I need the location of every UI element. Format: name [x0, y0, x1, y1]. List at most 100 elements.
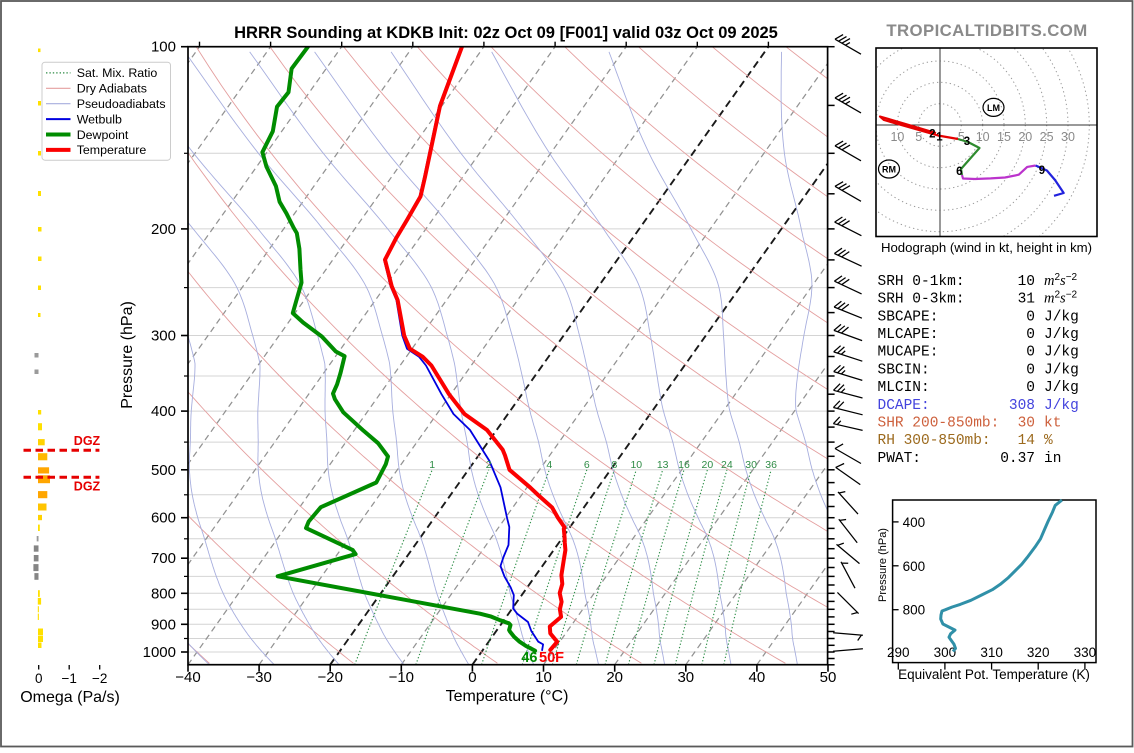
svg-text:1000: 1000: [143, 644, 176, 661]
svg-text:2: 2: [929, 129, 935, 141]
svg-text:TROPICALTIDBITS.COM: TROPICALTIDBITS.COM: [886, 21, 1087, 40]
svg-text:5: 5: [958, 130, 965, 144]
svg-text:25: 25: [1040, 130, 1054, 144]
svg-text:1: 1: [936, 132, 943, 144]
svg-text:16: 16: [678, 459, 690, 471]
svg-text:Wetbulb: Wetbulb: [77, 112, 122, 126]
svg-text:MLCIN:: MLCIN:: [878, 380, 930, 396]
svg-text:RH 300-850mb:: RH 300-850mb:: [878, 433, 991, 449]
svg-text:%: %: [1044, 433, 1053, 449]
svg-text:10: 10: [630, 459, 642, 471]
svg-text:J/kg: J/kg: [1044, 380, 1079, 396]
svg-text:800: 800: [151, 585, 176, 602]
svg-text:30: 30: [677, 669, 694, 686]
svg-text:900: 900: [151, 616, 176, 633]
svg-text:m2s−2: m2s−2: [1044, 272, 1078, 289]
svg-text:0: 0: [1026, 345, 1035, 361]
svg-text:SBCIN:: SBCIN:: [878, 362, 930, 378]
svg-text:HRRR Sounding at KDKB Init: 02: HRRR Sounding at KDKB Init: 02z Oct 09 […: [234, 24, 778, 42]
svg-text:3: 3: [964, 136, 970, 148]
svg-text:30: 30: [745, 459, 757, 471]
svg-text:−40: −40: [175, 669, 200, 686]
svg-text:0: 0: [1026, 327, 1035, 343]
svg-text:m2s−2: m2s−2: [1044, 290, 1078, 307]
svg-text:600: 600: [151, 510, 176, 527]
svg-text:0: 0: [35, 671, 43, 686]
svg-text:330: 330: [1074, 645, 1097, 660]
svg-text:−10: −10: [389, 669, 414, 686]
svg-text:Temperature (°C): Temperature (°C): [446, 688, 569, 705]
svg-text:MLCAPE:: MLCAPE:: [878, 327, 939, 343]
svg-text:30: 30: [1061, 130, 1075, 144]
svg-text:20: 20: [1018, 130, 1032, 144]
svg-text:J/kg: J/kg: [1044, 398, 1079, 414]
svg-text:SRH 0-1km:: SRH 0-1km:: [878, 274, 965, 290]
svg-text:−20: −20: [317, 669, 342, 686]
svg-text:J/kg: J/kg: [1044, 309, 1079, 325]
svg-text:500: 500: [151, 462, 176, 479]
svg-text:SRH 0-3km:: SRH 0-3km:: [878, 292, 965, 308]
svg-text:−30: −30: [246, 669, 271, 686]
svg-text:10: 10: [1018, 274, 1035, 290]
svg-text:100: 100: [151, 39, 176, 56]
svg-text:2: 2: [486, 459, 492, 471]
svg-text:320: 320: [1027, 645, 1050, 660]
svg-text:0: 0: [468, 669, 476, 686]
svg-text:LM: LM: [987, 103, 1000, 113]
svg-text:kt: kt: [1044, 415, 1061, 431]
svg-text:46: 46: [521, 650, 537, 666]
svg-text:600: 600: [903, 559, 926, 574]
svg-text:700: 700: [151, 550, 176, 567]
svg-text:31: 31: [1018, 292, 1035, 308]
svg-text:50F: 50F: [539, 650, 564, 666]
svg-text:PWAT:: PWAT:: [878, 451, 922, 467]
svg-text:300: 300: [934, 645, 957, 660]
svg-text:40: 40: [749, 669, 766, 686]
svg-text:Pressure (hPa): Pressure (hPa): [119, 301, 136, 409]
svg-text:5: 5: [915, 130, 922, 144]
svg-text:300: 300: [151, 328, 176, 345]
svg-text:Dewpoint: Dewpoint: [77, 128, 129, 142]
svg-text:DGZ: DGZ: [74, 434, 101, 448]
svg-text:0: 0: [1026, 309, 1035, 325]
svg-text:J/kg: J/kg: [1044, 327, 1079, 343]
svg-text:10: 10: [535, 669, 552, 686]
svg-text:310: 310: [980, 645, 1003, 660]
svg-text:J/kg: J/kg: [1044, 362, 1079, 378]
svg-text:Pressure (hPa): Pressure (hPa): [877, 528, 889, 602]
svg-text:4: 4: [546, 459, 552, 471]
svg-text:290: 290: [887, 645, 910, 660]
svg-text:14: 14: [1018, 433, 1035, 449]
svg-text:24: 24: [721, 459, 733, 471]
svg-text:Hodograph (wind in kt, height: Hodograph (wind in kt, height in km): [881, 240, 1092, 255]
svg-text:10: 10: [976, 130, 990, 144]
svg-text:MUCAPE:: MUCAPE:: [878, 345, 939, 361]
svg-text:DCAPE:: DCAPE:: [878, 398, 930, 414]
svg-text:400: 400: [903, 515, 926, 530]
svg-text:RM: RM: [882, 165, 896, 175]
svg-text:Pseudoadiabats: Pseudoadiabats: [77, 97, 166, 111]
svg-text:400: 400: [151, 403, 176, 420]
svg-text:−2: −2: [92, 671, 107, 686]
svg-text:9: 9: [1039, 165, 1045, 177]
svg-text:800: 800: [903, 603, 926, 618]
svg-text:1: 1: [429, 459, 435, 471]
svg-text:DGZ: DGZ: [74, 480, 101, 494]
svg-text:SBCAPE:: SBCAPE:: [878, 309, 939, 325]
svg-text:Omega (Pa/s): Omega (Pa/s): [20, 689, 120, 706]
svg-text:Equivalent Pot. Temperature (K: Equivalent Pot. Temperature (K): [898, 667, 1090, 682]
svg-text:10: 10: [890, 130, 904, 144]
svg-text:Dry Adiabats: Dry Adiabats: [77, 82, 147, 96]
svg-text:20: 20: [606, 669, 623, 686]
svg-text:Sat. Mix. Ratio: Sat. Mix. Ratio: [77, 66, 158, 80]
svg-text:13: 13: [657, 459, 669, 471]
svg-text:in: in: [1044, 451, 1061, 467]
svg-text:200: 200: [151, 221, 176, 238]
svg-text:6: 6: [956, 166, 962, 178]
svg-text:0: 0: [1026, 362, 1035, 378]
svg-text:36: 36: [765, 459, 777, 471]
svg-text:30: 30: [1018, 415, 1035, 431]
svg-text:−1: −1: [61, 671, 76, 686]
svg-text:J/kg: J/kg: [1044, 345, 1079, 361]
svg-text:8: 8: [611, 459, 617, 471]
